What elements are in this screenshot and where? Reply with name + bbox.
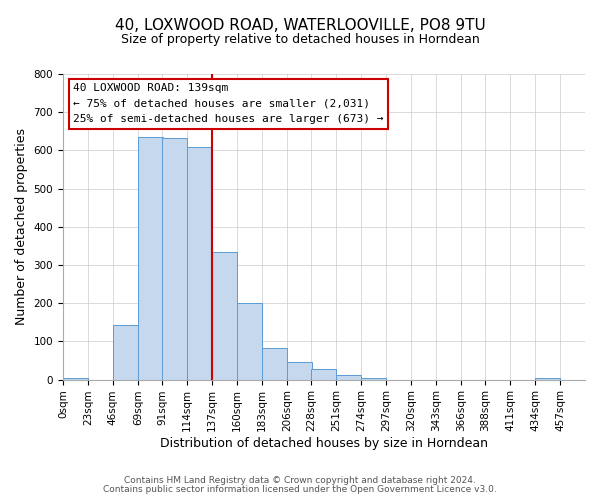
Text: 40, LOXWOOD ROAD, WATERLOOVILLE, PO8 9TU: 40, LOXWOOD ROAD, WATERLOOVILLE, PO8 9TU	[115, 18, 485, 32]
Text: 40 LOXWOOD ROAD: 139sqm
← 75% of detached houses are smaller (2,031)
25% of semi: 40 LOXWOOD ROAD: 139sqm ← 75% of detache…	[73, 83, 384, 124]
Bar	[138, 137, 163, 380]
Bar	[535, 378, 560, 380]
Bar	[287, 362, 312, 380]
Bar	[187, 146, 212, 380]
Bar	[237, 303, 262, 380]
Bar	[162, 138, 187, 380]
Bar	[311, 370, 336, 380]
X-axis label: Distribution of detached houses by size in Horndean: Distribution of detached houses by size …	[160, 437, 488, 450]
Bar	[212, 252, 237, 380]
Text: Contains HM Land Registry data © Crown copyright and database right 2024.: Contains HM Land Registry data © Crown c…	[124, 476, 476, 485]
Bar	[63, 378, 88, 380]
Bar	[361, 378, 386, 380]
Text: Contains public sector information licensed under the Open Government Licence v3: Contains public sector information licen…	[103, 485, 497, 494]
Text: Size of property relative to detached houses in Horndean: Size of property relative to detached ho…	[121, 32, 479, 46]
Y-axis label: Number of detached properties: Number of detached properties	[15, 128, 28, 326]
Bar	[113, 325, 138, 380]
Bar	[336, 375, 361, 380]
Bar	[262, 348, 287, 380]
